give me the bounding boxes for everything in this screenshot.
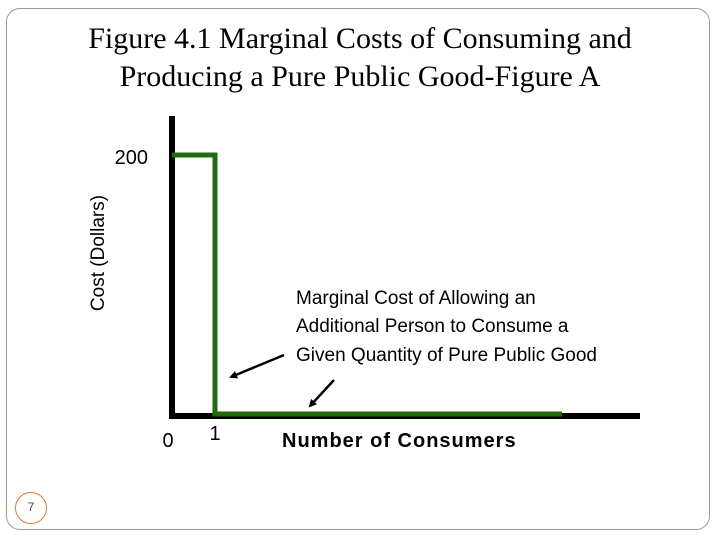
slide-number: 7 xyxy=(15,492,47,524)
slide-title: Figure 4.1 Marginal Costs of Consuming a… xyxy=(30,20,690,96)
x-axis-label: Number of Consumers xyxy=(282,430,517,452)
y-tick-label-200: 200 xyxy=(115,147,148,169)
x-tick-label-1: 1 xyxy=(209,423,220,445)
x-tick-label-0: 0 xyxy=(162,430,173,452)
annotation-line-3: Given Quantity of Pure Public Good xyxy=(296,345,597,366)
annotation-arrow-horizontal xyxy=(308,379,335,408)
annotation-arrow-vertical xyxy=(229,353,285,379)
title-line-1: Figure 4.1 Marginal Costs of Consuming a… xyxy=(88,22,632,55)
series-line-marginal-cost xyxy=(172,152,562,417)
slide-frame xyxy=(6,8,710,530)
y-axis-label: Cost (Dollars) xyxy=(88,195,109,311)
title-line-2: Producing a Pure Public Good-Figure A xyxy=(119,60,601,93)
annotation-line-2: Additional Person to Consume a xyxy=(296,316,569,337)
annotation-line-1: Marginal Cost of Allowing an xyxy=(296,288,536,309)
